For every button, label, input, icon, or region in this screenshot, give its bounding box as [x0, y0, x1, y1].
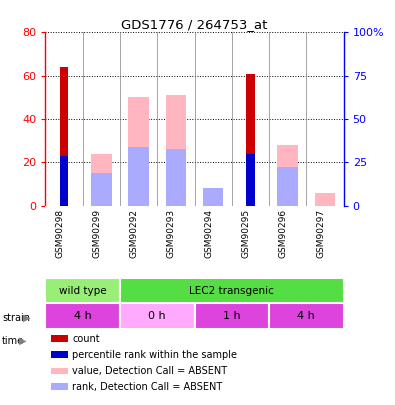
Text: 4 h: 4 h: [74, 311, 92, 321]
Bar: [269, 303, 344, 328]
Text: LEC2 transgenic: LEC2 transgenic: [189, 286, 274, 296]
Bar: [45, 303, 120, 328]
Bar: [166, 149, 186, 205]
Text: count: count: [72, 334, 100, 344]
Text: 1 h: 1 h: [223, 311, 241, 321]
Bar: [203, 192, 224, 205]
Text: GSM90299: GSM90299: [92, 209, 102, 258]
Text: GSM90298: GSM90298: [55, 209, 64, 258]
Text: 0 h: 0 h: [149, 311, 166, 321]
Bar: [91, 153, 112, 205]
Bar: [51, 383, 68, 390]
Bar: [203, 188, 224, 205]
Bar: [277, 145, 298, 205]
Bar: [120, 278, 344, 303]
Text: ▶: ▶: [19, 336, 26, 346]
Bar: [246, 74, 254, 205]
Text: GSM90296: GSM90296: [279, 209, 288, 258]
Text: GSM90293: GSM90293: [167, 209, 176, 258]
Text: percentile rank within the sample: percentile rank within the sample: [72, 350, 237, 360]
Bar: [45, 278, 120, 303]
Bar: [277, 166, 298, 205]
Text: GSM90292: GSM90292: [130, 209, 139, 258]
Bar: [128, 97, 149, 205]
Text: time: time: [2, 336, 24, 346]
Bar: [51, 367, 68, 374]
Bar: [246, 153, 254, 205]
Bar: [194, 303, 269, 328]
Text: GSM90297: GSM90297: [316, 209, 325, 258]
Bar: [128, 147, 149, 205]
Text: wild type: wild type: [59, 286, 107, 296]
Bar: [91, 173, 112, 205]
Text: value, Detection Call = ABSENT: value, Detection Call = ABSENT: [72, 366, 228, 376]
Title: GDS1776 / 264753_at: GDS1776 / 264753_at: [121, 18, 268, 31]
Bar: [60, 67, 68, 205]
Text: GSM90295: GSM90295: [241, 209, 250, 258]
Text: rank, Detection Call = ABSENT: rank, Detection Call = ABSENT: [72, 382, 222, 392]
Bar: [60, 156, 68, 205]
Bar: [120, 303, 194, 328]
Bar: [166, 95, 186, 205]
Text: GSM90294: GSM90294: [204, 209, 213, 258]
Bar: [51, 335, 68, 342]
Bar: [51, 351, 68, 358]
Bar: [315, 192, 335, 205]
Text: ▶: ▶: [23, 313, 30, 323]
Text: 4 h: 4 h: [297, 311, 315, 321]
Text: strain: strain: [2, 313, 30, 323]
